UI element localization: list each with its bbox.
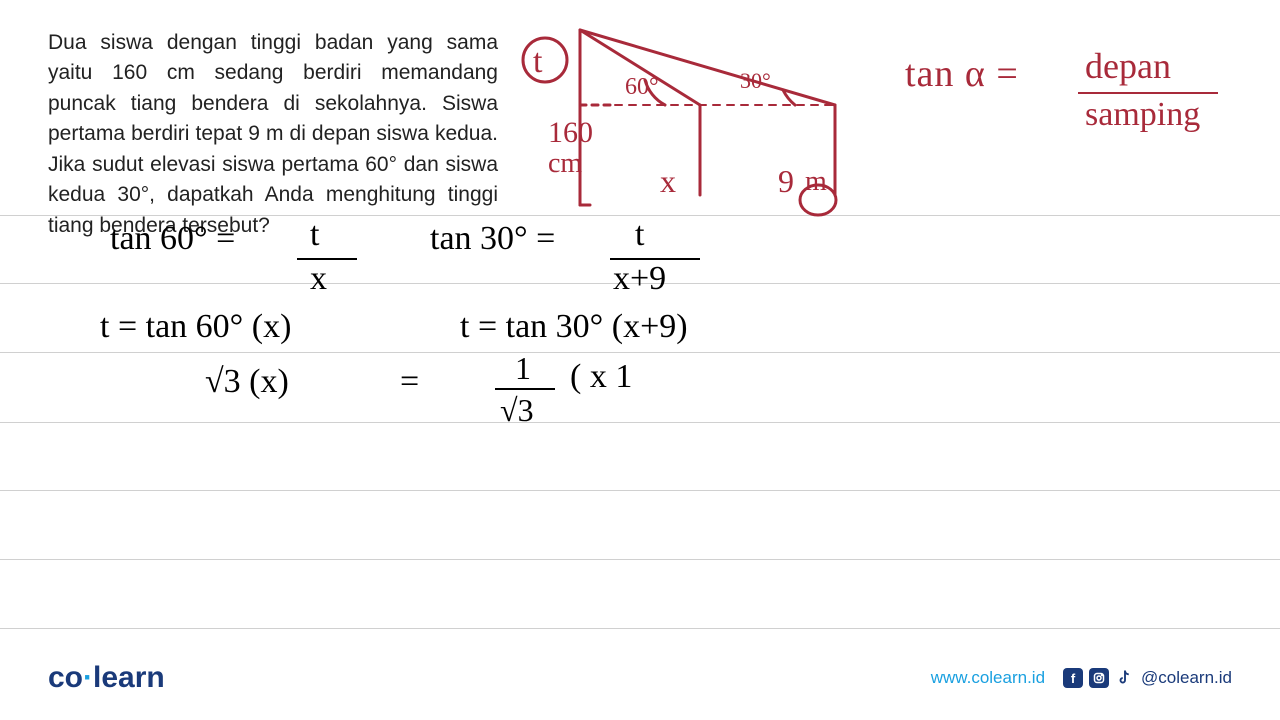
label-m: m bbox=[805, 168, 827, 196]
label-height-160: 160 bbox=[548, 118, 593, 148]
eq4: t = tan 30° (x+9) bbox=[460, 310, 688, 344]
logo-right: learn bbox=[93, 661, 165, 694]
eq1-lhs: tan 60° = bbox=[110, 222, 235, 256]
label-height-cm: cm bbox=[548, 150, 582, 178]
tiktok-icon[interactable] bbox=[1115, 668, 1135, 688]
facebook-icon[interactable]: f bbox=[1063, 668, 1083, 688]
eq5-frac-line bbox=[495, 388, 555, 390]
label-angle-60: 60° bbox=[625, 75, 659, 99]
problem-statement: Dua siswa dengan tinggi badan yang sama … bbox=[48, 28, 498, 241]
label-9: 9 bbox=[778, 165, 794, 197]
footer: co·learn www.colearn.id f @colearn.id bbox=[0, 661, 1280, 695]
instagram-icon[interactable] bbox=[1089, 668, 1109, 688]
label-t: t bbox=[533, 45, 542, 79]
social-handle: @colearn.id bbox=[1141, 668, 1232, 688]
brand-logo: co·learn bbox=[48, 661, 165, 695]
social-group: f @colearn.id bbox=[1063, 668, 1232, 688]
eq5-den: √3 bbox=[500, 394, 534, 426]
formula-tan: tan α = bbox=[905, 55, 1019, 93]
eq5-lhs: √3 (x) bbox=[205, 365, 289, 399]
formula-numerator: depan bbox=[1085, 48, 1171, 84]
label-x: x bbox=[660, 165, 676, 197]
ruled-line bbox=[0, 422, 1280, 423]
logo-left: co bbox=[48, 661, 83, 694]
ruled-line bbox=[0, 490, 1280, 491]
ruled-line bbox=[0, 628, 1280, 629]
eq2-lhs: tan 30° = bbox=[430, 222, 555, 256]
eq2-num: t bbox=[635, 218, 644, 252]
eq5-eq: = bbox=[400, 365, 419, 399]
eq1-num: t bbox=[310, 218, 319, 252]
eq1-den: x bbox=[310, 262, 327, 296]
ruled-line bbox=[0, 559, 1280, 560]
eq3: t = tan 60° (x) bbox=[100, 310, 291, 344]
eq1-frac-line bbox=[297, 258, 357, 260]
ruled-line bbox=[0, 352, 1280, 353]
eq5-rhs: ( x 1 bbox=[570, 360, 632, 394]
label-angle-30: 30° bbox=[740, 70, 771, 92]
website-link[interactable]: www.colearn.id bbox=[931, 668, 1045, 688]
eq5-num: 1 bbox=[515, 352, 531, 384]
formula-frac-line bbox=[1078, 92, 1218, 94]
footer-right: www.colearn.id f @colearn.id bbox=[931, 668, 1232, 688]
eq2-den: x+9 bbox=[613, 262, 666, 296]
logo-dot: · bbox=[83, 661, 93, 694]
formula-denominator: samping bbox=[1085, 98, 1200, 132]
